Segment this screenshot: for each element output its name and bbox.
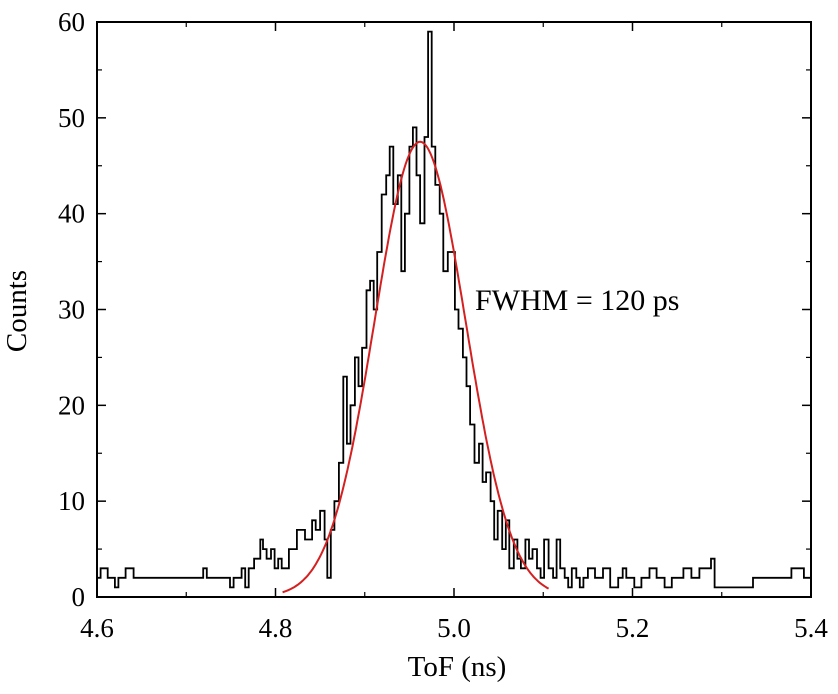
x-axis-title: ToF (ns) <box>408 651 507 683</box>
x-tick-label: 5.2 <box>616 613 650 643</box>
x-tick-label: 5.4 <box>794 613 828 643</box>
y-axis-title: Counts <box>1 270 33 352</box>
histogram-series <box>97 30 811 589</box>
y-tick-label: 30 <box>58 295 85 325</box>
y-tick-label: 20 <box>58 390 85 420</box>
y-tick-label: 40 <box>58 199 85 229</box>
y-tick-label: 50 <box>58 103 85 133</box>
y-axis-ticks: 0 10 20 30 40 50 60 <box>58 7 811 612</box>
y-tick-label: 60 <box>58 7 85 37</box>
x-tick-label: 4.6 <box>80 613 114 643</box>
y-tick-label: 0 <box>72 582 86 612</box>
y-tick-label: 10 <box>58 486 85 516</box>
x-axis-ticks: 4.6 4.8 5.0 5.2 5.4 <box>80 22 828 643</box>
x-tick-label: 5.0 <box>437 613 471 643</box>
plot-frame <box>96 21 812 598</box>
gaussian-fit-curve <box>282 140 550 594</box>
fwhm-annotation: FWHM = 120 ps <box>475 284 679 317</box>
x-tick-label: 4.8 <box>259 613 293 643</box>
